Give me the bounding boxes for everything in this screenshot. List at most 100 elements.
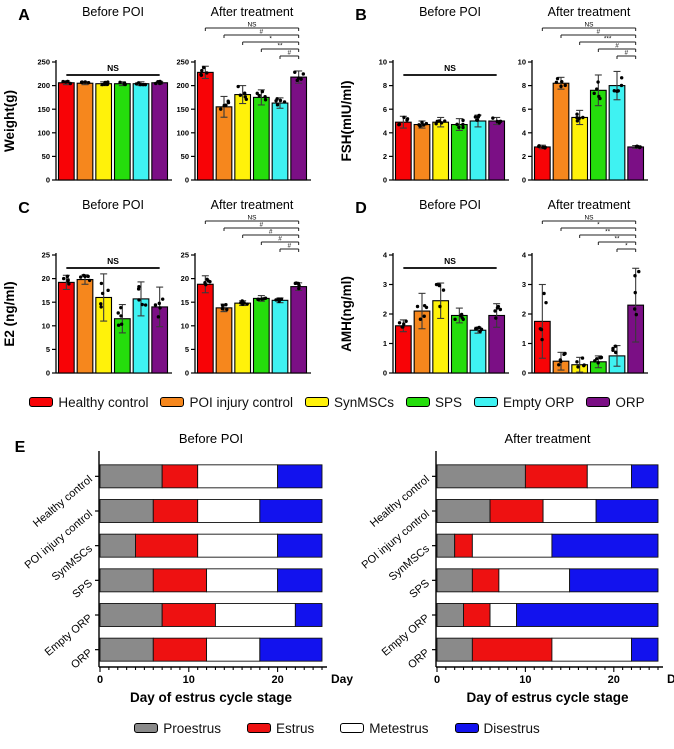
data-point [219, 107, 223, 111]
bar-healthy-control [57, 82, 75, 181]
panel-b-fsh-chart: B FSH(mIU/ml) Before POI 0 2 4 6 8 10 NS After tre… [339, 5, 648, 185]
data-point [205, 71, 209, 75]
y-tick-label: 20 [181, 274, 189, 283]
data-point [575, 119, 580, 123]
bar-healthy-control [57, 281, 75, 374]
bar-synmscs [432, 121, 450, 181]
data-point [255, 91, 259, 96]
data-point [158, 306, 162, 310]
y-tick-label: 2 [383, 310, 387, 319]
data-point [595, 357, 599, 361]
data-point [100, 291, 105, 296]
data-point [537, 144, 541, 148]
y-tick-label: 8 [383, 81, 387, 90]
data-point [122, 81, 127, 85]
bar-empty-orp [271, 299, 289, 374]
data-point [418, 317, 423, 321]
legend-label: Disestrus [483, 720, 540, 736]
data-point [404, 319, 408, 323]
y-tick-label: 10 [181, 321, 189, 330]
segment-proestrus [436, 603, 464, 627]
data-point [453, 317, 457, 322]
data-point [613, 344, 618, 348]
segment-metestrus [542, 499, 597, 523]
legend-item: SynMSCs [305, 395, 394, 410]
y-axis-title: FSH(mIU/ml) [339, 81, 354, 162]
segment-disestrus [551, 533, 659, 558]
data-point [402, 115, 406, 120]
data-point [461, 317, 465, 322]
data-point [301, 72, 306, 76]
data-point [276, 297, 281, 301]
bar-sps [252, 297, 270, 374]
subplot-title: Before POI [82, 5, 144, 19]
data-point [418, 124, 422, 128]
sig-label: * [625, 243, 628, 250]
bar-sps [450, 314, 468, 374]
data-point [66, 79, 70, 84]
subplot-title: After treatment [548, 5, 631, 19]
sig-label: * [269, 36, 272, 43]
data-point [238, 93, 243, 97]
y-tick-label: 150 [176, 105, 189, 114]
data-point [457, 125, 461, 129]
data-point [83, 80, 87, 84]
bar-orp [488, 120, 506, 181]
y-axis-title: AMH(ng/ml) [339, 276, 354, 352]
segment-estrus [489, 499, 544, 523]
legend-label: SPS [435, 394, 463, 410]
data-point [156, 315, 161, 319]
segment-estrus [471, 637, 553, 662]
data-point [86, 274, 90, 279]
legend-item: SPS [406, 395, 462, 410]
data-point [633, 307, 637, 311]
segment-disestrus [631, 637, 659, 662]
data-point [477, 113, 481, 118]
panel-letter: B [355, 7, 367, 24]
data-point [106, 288, 110, 293]
sig-label: ** [614, 236, 620, 243]
data-point [260, 89, 265, 94]
segment-proestrus [99, 533, 136, 558]
data-point [116, 311, 120, 315]
data-point [596, 361, 600, 365]
data-point [422, 314, 426, 318]
data-point [435, 119, 440, 124]
data-point [275, 103, 280, 107]
data-point [577, 116, 581, 121]
segment-metestrus [206, 637, 261, 662]
segment-estrus [463, 603, 491, 627]
y-tick-label: 10 [379, 58, 387, 67]
data-point [443, 119, 447, 123]
data-point [614, 350, 618, 355]
y-tick-label: 0 [185, 369, 189, 378]
legend-item: Healthy control [29, 395, 148, 410]
y-tick-label: 0 [185, 176, 189, 185]
data-point [118, 80, 122, 85]
data-point [397, 122, 401, 127]
data-point [562, 352, 566, 357]
segment-proestrus [436, 533, 456, 558]
data-point [99, 305, 103, 309]
data-point [560, 79, 564, 84]
data-point [87, 278, 92, 283]
legend-label: SynMSCs [334, 394, 395, 410]
data-point [236, 84, 240, 89]
data-point [478, 329, 482, 334]
sig-label: NS [584, 215, 594, 222]
segment-disestrus [516, 603, 659, 627]
data-point [222, 103, 226, 108]
data-point [65, 274, 70, 279]
treatment-group-legend: Healthy control POI injury control SynMSCs… [0, 386, 674, 418]
sig-label: # [278, 236, 282, 243]
y-tick-label: 15 [42, 298, 50, 307]
data-point [220, 303, 225, 308]
data-point [633, 274, 637, 278]
data-point [634, 312, 639, 317]
bar-poi-injury-control [76, 82, 94, 181]
bar-empty-orp [132, 83, 150, 181]
data-point [83, 274, 87, 279]
data-point [79, 80, 84, 85]
segment-proestrus [99, 603, 163, 627]
data-point [422, 303, 427, 308]
